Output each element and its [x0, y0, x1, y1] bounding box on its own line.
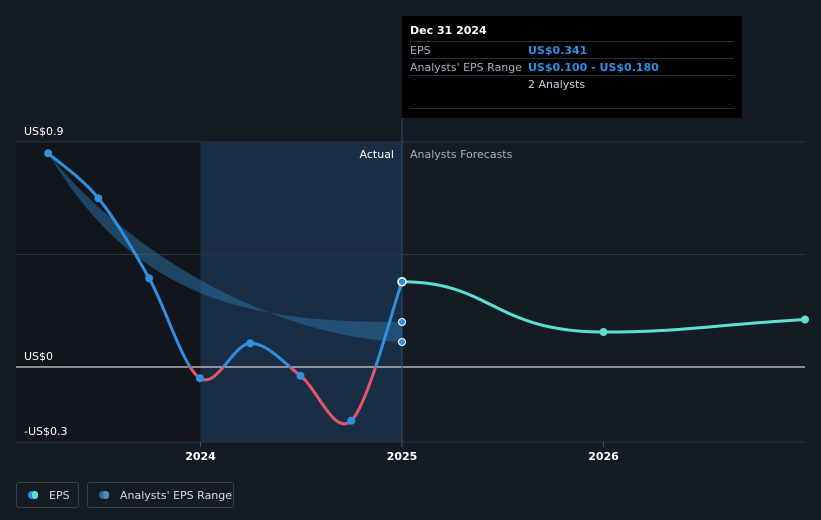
forecast-line [401, 280, 806, 334]
tooltip-eps-label: EPS [410, 44, 431, 57]
tooltip: Dec 31 2024 EPS US$0.341 Analysts' EPS R… [402, 16, 742, 118]
tooltip-analysts-row: 2 Analysts [410, 75, 734, 93]
forecast-swatch-icon [32, 491, 38, 499]
tooltip-eps-value: US$0.341 [528, 44, 588, 57]
range-point [398, 318, 406, 326]
past-shade [16, 142, 201, 442]
eps-point [246, 339, 255, 348]
y-tick-label: US$0 [24, 350, 53, 363]
tooltip-range-row: Analysts' EPS Range US$0.100 - US$0.180 [410, 58, 734, 76]
actual-highlight-band [200, 142, 402, 442]
y-tick-label: US$0.9 [24, 125, 64, 138]
eps-point [296, 371, 305, 380]
legend-range-label: Analysts' EPS Range [120, 489, 233, 502]
y-tick-label: -US$0.3 [24, 425, 68, 438]
forecast-point [801, 315, 809, 324]
eps-point [44, 149, 53, 158]
x-tick-label: 2026 [588, 450, 619, 463]
forecast-point [599, 328, 608, 336]
tooltip-eps-row: EPS US$0.341 [410, 41, 734, 59]
tooltip-analysts: 2 Analysts [528, 78, 586, 91]
actual-label: Actual [360, 148, 394, 161]
eps-point [195, 374, 204, 383]
legend-eps[interactable]: EPS [16, 482, 79, 508]
x-tick-label: 2024 [185, 450, 216, 463]
tooltip-date: Dec 31 2024 [410, 24, 487, 37]
eps-point [347, 416, 356, 425]
forecast-label: Analysts Forecasts [410, 148, 513, 161]
eps-range-band [48, 153, 403, 342]
legend-range[interactable]: Analysts' EPS Range [87, 482, 234, 508]
tooltip-divider [410, 108, 734, 109]
eps-point [397, 277, 407, 287]
x-tick-label: 2025 [387, 450, 418, 463]
tooltip-range-label: Analysts' EPS Range [410, 61, 523, 74]
legend-eps-label: EPS [49, 489, 70, 502]
eps-point [94, 194, 103, 203]
range-point [398, 338, 406, 346]
eps-line [47, 152, 404, 367]
eps-point [145, 274, 154, 283]
tooltip-range-value: US$0.100 - US$0.180 [528, 61, 659, 74]
range-swatch-inner-icon [103, 491, 109, 499]
